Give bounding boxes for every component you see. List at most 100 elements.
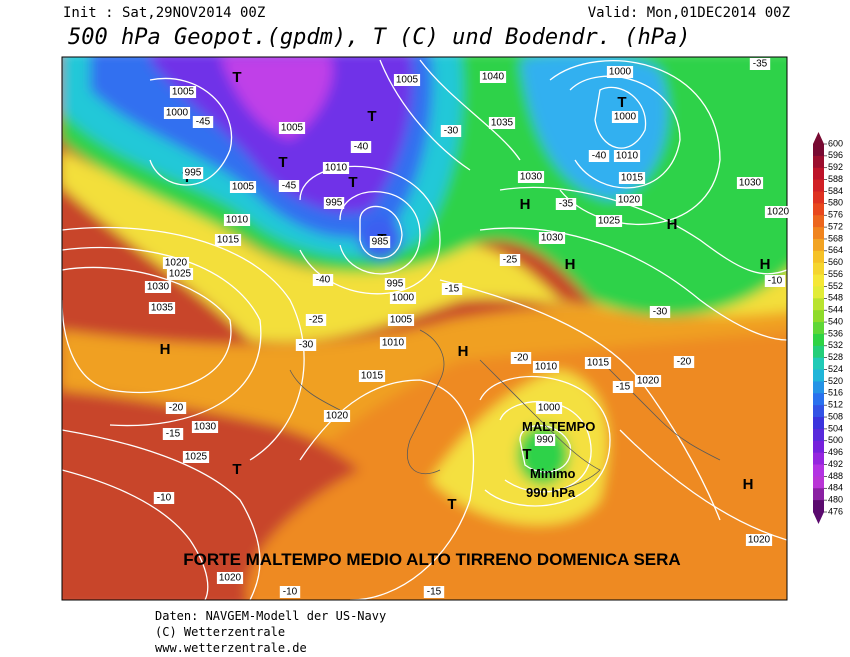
label-box [192, 116, 214, 128]
isobar-label: 1020 [637, 376, 660, 387]
label-box [595, 215, 623, 227]
label-box [387, 314, 415, 326]
label-box [153, 492, 175, 504]
label-box [649, 306, 671, 318]
isobar-label: 1020 [219, 573, 242, 584]
isobar-label: 1020 [326, 411, 349, 422]
isobar-label: 1020 [767, 207, 790, 218]
colorbar-tick-label: 568 [828, 233, 843, 243]
colorbar-segment [813, 274, 824, 287]
isobar-label: 995 [185, 168, 202, 179]
annotation-minimo: Minimo [530, 466, 576, 481]
temperature-label: -20 [169, 403, 184, 414]
label-box [488, 117, 516, 129]
colorbar-tick-label: 524 [828, 364, 843, 374]
isobar-label: 1025 [185, 452, 208, 463]
label-box [165, 402, 187, 414]
colorbar-segment [813, 310, 824, 323]
label-box [634, 375, 662, 387]
low-pressure-label: T [278, 154, 287, 171]
label-box [305, 314, 327, 326]
colorbar-tick-label: 552 [828, 281, 843, 291]
colorbar-tick-label: 532 [828, 340, 843, 350]
isobar-label: 1020 [748, 535, 771, 546]
colorbar-segment [813, 393, 824, 406]
colorbar-tick-label: 492 [828, 459, 843, 469]
colorbar-tick-label: 476 [828, 506, 843, 516]
label-box [584, 357, 612, 369]
label-box [606, 66, 634, 78]
isobar-label: 1030 [147, 282, 170, 293]
colorbar-tick-label: 516 [828, 388, 843, 398]
label-box [214, 234, 242, 246]
init-time: Init : Sat,29NOV2014 00Z [63, 5, 265, 21]
isobar-label: 1020 [165, 258, 188, 269]
map-frame [61, 56, 788, 601]
footer-source: Daten: NAVGEM-Modell der US-Navy [155, 609, 386, 623]
colorbar-segment [813, 203, 824, 216]
low-pressure-label: T [522, 446, 531, 463]
label-box [764, 275, 786, 287]
colorbar-cap [813, 132, 824, 144]
isobar-label: 1005 [396, 75, 419, 86]
colorbar-segment [813, 144, 824, 157]
isobar-label: 995 [387, 279, 404, 290]
footer-copyright: (C) Wetterzentrale [155, 625, 285, 639]
colorbar-segment [813, 345, 824, 359]
colorbar-tick-label: 584 [828, 186, 843, 196]
isobar-label: 1000 [538, 403, 561, 414]
label-box [166, 268, 194, 280]
label-box [736, 177, 764, 189]
isobar-label: 1000 [166, 108, 189, 119]
colorbar-tick-label: 580 [828, 198, 843, 208]
isobar-label: 1030 [520, 172, 543, 183]
colorbar-tick-label: 512 [828, 400, 843, 410]
label-box [278, 122, 306, 134]
label-box [499, 254, 521, 266]
isobar-label: 1015 [587, 358, 610, 369]
temperature-label: -15 [445, 284, 460, 295]
temperature-label: -35 [559, 199, 574, 210]
colorbar-tick-label: 520 [828, 376, 843, 386]
annotation-headline: FORTE MALTEMPO MEDIO ALTO TIRRENO DOMENI… [183, 550, 680, 569]
label-box [312, 274, 334, 286]
colorbar-tick-label: 496 [828, 447, 843, 457]
isobar-label: 1025 [169, 269, 192, 280]
label-box [295, 339, 317, 351]
temperature-label: -40 [592, 151, 607, 162]
label-box [532, 361, 560, 373]
isobar-label: 995 [326, 198, 343, 209]
colorbar-segment [813, 488, 824, 501]
label-box [440, 125, 462, 137]
label-box [538, 232, 566, 244]
colorbar-segment [813, 381, 824, 394]
high-pressure-label: H [458, 343, 469, 360]
isobar-label: 1035 [491, 118, 514, 129]
colorbar-tick-label: 488 [828, 471, 843, 481]
label-box [764, 206, 792, 218]
label-box [182, 167, 204, 179]
colorbar-tick-label: 576 [828, 210, 843, 220]
colorbar-tick-label: 544 [828, 305, 843, 315]
label-box [162, 257, 190, 269]
label-box [611, 111, 639, 123]
colorbar-tick-label: 588 [828, 174, 843, 184]
isobar-label: 1010 [535, 362, 558, 373]
temperature-label: -30 [299, 340, 314, 351]
low-pressure-label: T [232, 69, 241, 86]
isobar-label: 1015 [217, 235, 240, 246]
colorbar-segment [813, 322, 824, 335]
colorbar-segment [813, 215, 824, 228]
temperature-label: -10 [283, 587, 298, 598]
colorbar-tick-label: 508 [828, 411, 843, 421]
temperature-label: -25 [309, 315, 324, 326]
isobar-label: 1000 [392, 293, 415, 304]
label-box [618, 172, 646, 184]
temperature-label: -25 [503, 255, 518, 266]
high-pressure-label: H [160, 341, 171, 358]
label-box [749, 58, 771, 70]
label-box [389, 292, 417, 304]
colorbar-tick-label: 556 [828, 269, 843, 279]
label-box [393, 74, 421, 86]
high-pressure-label: H [743, 476, 754, 493]
